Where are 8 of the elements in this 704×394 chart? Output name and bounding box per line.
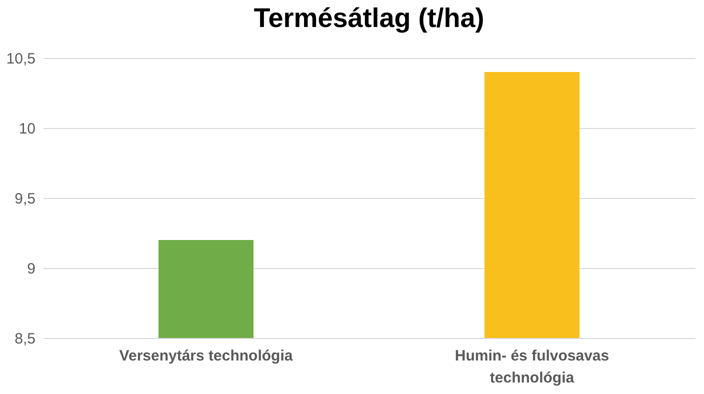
y-tick-label: 10,5 bbox=[6, 50, 36, 68]
y-tick-label: 9 bbox=[27, 260, 36, 278]
x-tick-label: Humin- és fulvosavas technológia bbox=[454, 348, 610, 386]
chart-title: Termésátlag (t/ha) bbox=[254, 3, 484, 33]
x-tick-label: Versenytárs technológia bbox=[119, 348, 294, 364]
y-tick-label: 9,5 bbox=[14, 190, 36, 208]
y-tick-label: 8,5 bbox=[14, 330, 36, 348]
y-tick-label: 10 bbox=[18, 120, 36, 138]
